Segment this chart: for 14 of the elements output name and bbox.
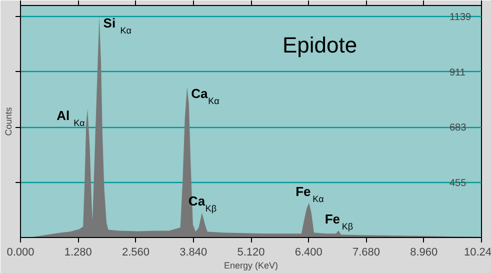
x-axis-title: Energy (KeV)	[224, 260, 278, 270]
x-tick-label: 6.400	[294, 246, 322, 258]
x-tick-label: 10.24	[464, 246, 491, 258]
x-tick-label: 5.120	[237, 246, 265, 258]
y-axis-title: Counts	[4, 106, 14, 136]
x-tick-label: 2.560	[122, 246, 150, 258]
x-tick-label: 3.840	[180, 246, 208, 258]
x-tick-label: 8.960	[410, 246, 438, 258]
x-tick-label: 0.000	[6, 246, 34, 258]
annotation: SiKα	[103, 15, 132, 36]
x-tick-label: 1.280	[64, 246, 92, 258]
x-tick-label: 7.680	[352, 246, 380, 258]
text: Epidote	[282, 32, 358, 58]
annotation: AlKα	[56, 108, 85, 128]
